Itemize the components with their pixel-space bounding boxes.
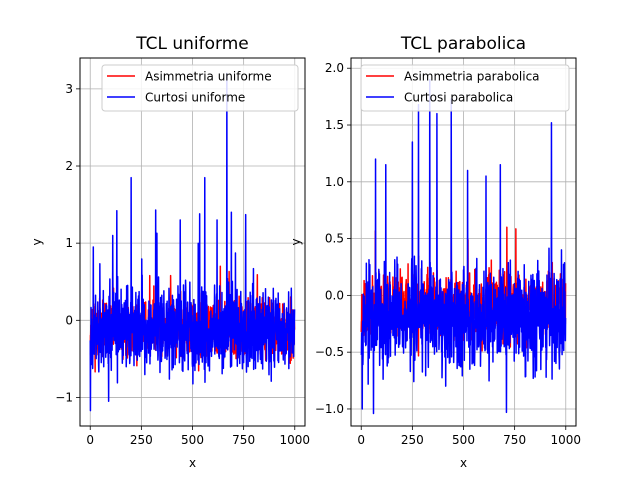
y-tick-label: 2.0 — [325, 61, 344, 75]
y-tick-label: 3 — [65, 82, 73, 96]
tick-marks — [347, 67, 567, 430]
series-line-curtosi — [360, 78, 567, 415]
x-tick-label: 250 — [130, 433, 153, 447]
series-lines — [360, 78, 567, 415]
chart-title: TCL parabolica — [400, 34, 526, 54]
x-tick-label: 0 — [86, 433, 94, 447]
y-tick-label: 2 — [65, 159, 73, 173]
x-tick-label: 500 — [181, 433, 204, 447]
grid — [351, 58, 576, 426]
legend-label-curtosi: Curtosi uniforme — [145, 91, 245, 105]
legend: Asimmetria parabolica Curtosi parabolica — [360, 64, 570, 112]
x-tick-label: 750 — [503, 433, 526, 447]
y-tick-label: 1.0 — [325, 175, 344, 189]
y-tick-label: 1 — [65, 236, 73, 250]
tick-marks — [76, 88, 296, 430]
legend-box — [101, 64, 299, 112]
x-tick-label: 0 — [357, 433, 365, 447]
x-tick-label: 250 — [401, 433, 424, 447]
legend-label-asimmetria: Asimmetria parabolica — [404, 70, 540, 84]
x-axis-label: x — [189, 456, 196, 470]
x-axis-label: x — [460, 456, 467, 470]
x-tick-label: 1000 — [279, 433, 310, 447]
x-tick-labels: 0 250 500 750 1000 — [86, 433, 310, 447]
series-line-curtosi — [89, 72, 296, 412]
chart-uniforme: 0 250 500 750 1000 −1 0 1 2 3 TCL uniforme x y A… — [30, 34, 310, 470]
y-tick-labels: −1 0 1 2 3 — [55, 82, 73, 405]
y-axis-label: y — [30, 238, 44, 245]
legend-label-curtosi: Curtosi parabolica — [404, 91, 513, 105]
chart-parabolica: 0 250 500 750 1000 −1.0 −0.5 0.0 0.5 1.0 1.5 2.0 T… — [289, 34, 581, 470]
chart-title: TCL uniforme — [135, 34, 249, 54]
x-tick-labels: 0 250 500 750 1000 — [357, 433, 581, 447]
series-lines — [89, 72, 296, 412]
y-tick-label: −0.5 — [315, 345, 344, 359]
legend-box — [360, 64, 570, 112]
legend: Asimmetria uniforme Curtosi uniforme — [101, 64, 299, 112]
x-tick-label: 750 — [232, 433, 255, 447]
x-tick-label: 500 — [452, 433, 475, 447]
y-tick-label: −1.0 — [315, 402, 344, 416]
y-tick-label: 0.0 — [325, 288, 344, 302]
y-tick-label: 0 — [65, 313, 73, 327]
legend-label-asimmetria: Asimmetria uniforme — [145, 70, 272, 84]
y-tick-labels: −1.0 −0.5 0.0 0.5 1.0 1.5 2.0 — [315, 61, 344, 416]
y-axis-label: y — [289, 238, 303, 245]
x-tick-label: 1000 — [550, 433, 581, 447]
y-tick-label: 1.5 — [325, 118, 344, 132]
y-tick-label: 0.5 — [325, 232, 344, 246]
y-tick-label: −1 — [55, 390, 73, 404]
